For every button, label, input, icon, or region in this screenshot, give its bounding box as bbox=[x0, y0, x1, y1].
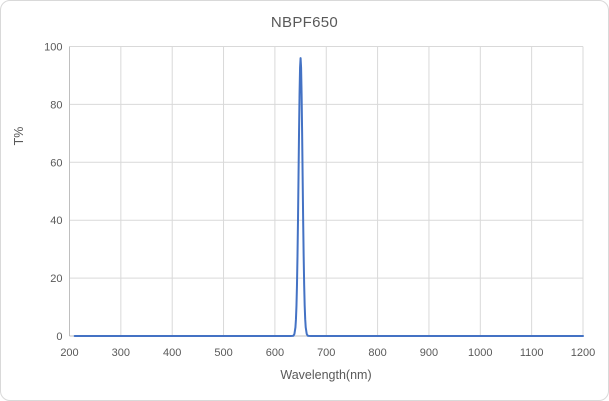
tick-labels: 0 20 40 60 80 100 200 300 400 500 600 700 800 900 1000… bbox=[44, 42, 595, 360]
x-axis-title: Wavelength(nm) bbox=[280, 368, 371, 382]
x-tick-label: 1000 bbox=[468, 347, 492, 359]
y-tick-label: 40 bbox=[50, 215, 62, 227]
y-tick-label: 80 bbox=[50, 99, 62, 111]
y-tick-label: 0 bbox=[56, 331, 62, 343]
x-tick-label: 600 bbox=[266, 347, 284, 359]
x-tick-label: 300 bbox=[112, 347, 130, 359]
x-tick-label: 900 bbox=[420, 347, 438, 359]
x-tick-label: 1100 bbox=[520, 347, 544, 359]
x-tick-label: 700 bbox=[317, 347, 335, 359]
y-tick-label: 100 bbox=[44, 42, 62, 54]
transmission-curve bbox=[73, 57, 584, 337]
y-tick-label: 60 bbox=[50, 157, 62, 169]
y-tick-label: 20 bbox=[50, 273, 62, 285]
x-tick-label: 400 bbox=[163, 347, 181, 359]
x-tick-label: 500 bbox=[214, 347, 232, 359]
chart-title: NBPF650 bbox=[270, 14, 339, 31]
x-tick-label: 800 bbox=[368, 347, 386, 359]
y-axis-title: T% bbox=[12, 127, 26, 146]
x-tick-label: 200 bbox=[60, 347, 78, 359]
gridlines bbox=[69, 46, 584, 337]
x-tick-label: 1200 bbox=[571, 347, 595, 359]
